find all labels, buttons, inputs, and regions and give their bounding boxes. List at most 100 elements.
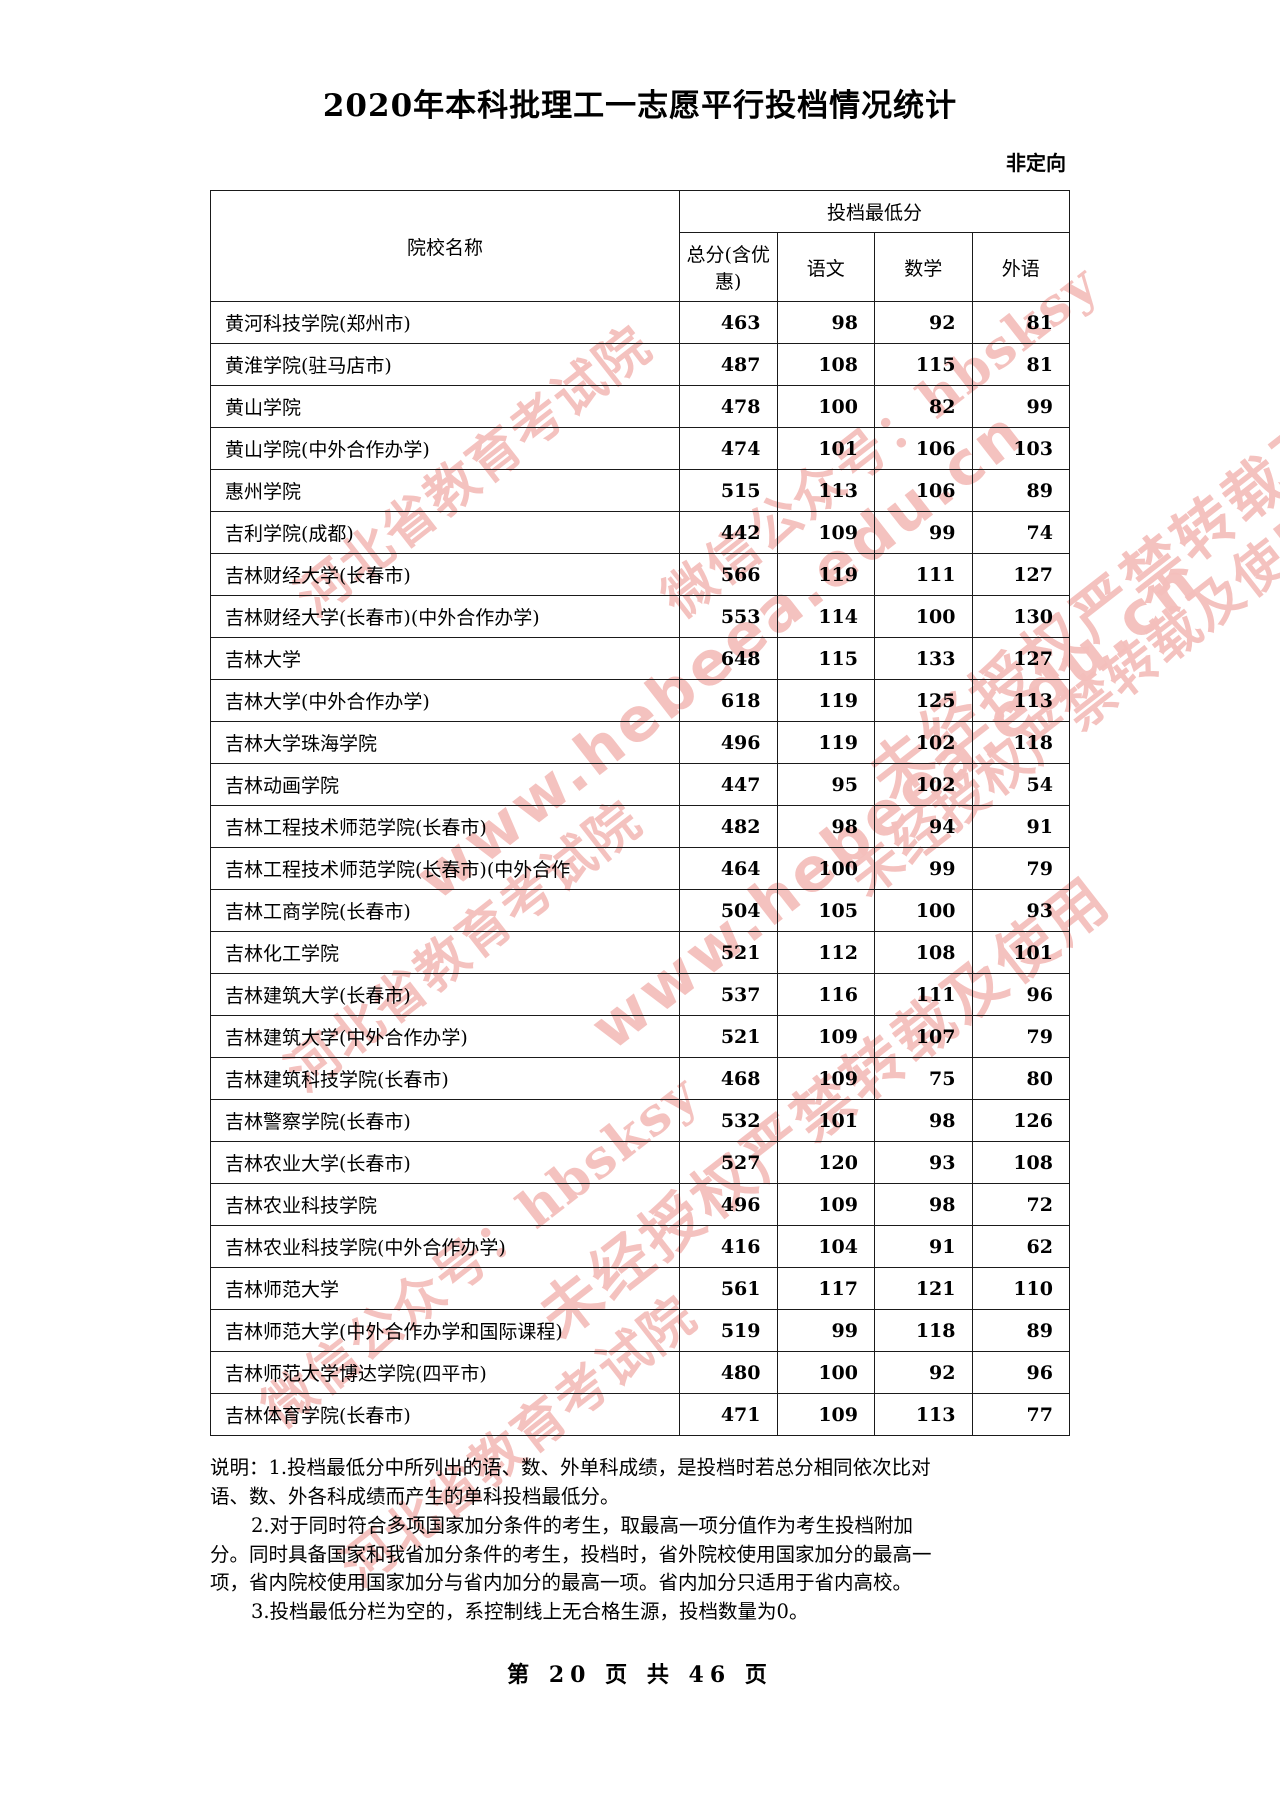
cell-chinese-score: 119 bbox=[776, 721, 875, 764]
table-row: 黄山学院(中外合作办学) 474 101 106 103 bbox=[210, 427, 1070, 470]
cell-school-name: 黄山学院(中外合作办学) bbox=[210, 427, 680, 470]
cell-math-score: 111 bbox=[874, 553, 973, 596]
table-row: 吉林建筑科技学院(长春市) 468 109 75 80 bbox=[210, 1057, 1070, 1100]
cell-total-score: 515 bbox=[679, 469, 778, 512]
cell-total-score: 521 bbox=[679, 1015, 778, 1058]
cell-chinese-score: 108 bbox=[776, 343, 875, 386]
table-row: 吉利学院(成都) 442 109 99 74 bbox=[210, 511, 1070, 554]
table-row: 吉林警察学院(长春市) 532 101 98 126 bbox=[210, 1099, 1070, 1142]
cell-total-score: 496 bbox=[679, 1183, 778, 1226]
cell-foreign-score: 91 bbox=[971, 805, 1070, 848]
table-row: 吉林农业科技学院(中外合作办学) 416 104 91 62 bbox=[210, 1225, 1070, 1268]
table-row: 吉林建筑大学(长春市) 537 116 111 96 bbox=[210, 973, 1070, 1016]
cell-chinese-score: 109 bbox=[776, 511, 875, 554]
header-math: 数学 bbox=[874, 232, 973, 302]
cell-math-score: 92 bbox=[874, 1351, 973, 1394]
note-line-3: 2.对于同时符合多项国家加分条件的考生，取最高一项分值作为考生投档附加 bbox=[250, 1513, 914, 1537]
table-row: 吉林师范大学(中外合作办学和国际课程) 519 99 118 89 bbox=[210, 1309, 1070, 1352]
cell-school-name: 惠州学院 bbox=[210, 469, 680, 512]
cell-chinese-score: 100 bbox=[776, 847, 875, 890]
cell-total-score: 527 bbox=[679, 1141, 778, 1184]
cell-foreign-score: 127 bbox=[971, 553, 1070, 596]
cell-school-name: 吉林农业科技学院 bbox=[210, 1183, 680, 1226]
cell-chinese-score: 113 bbox=[776, 469, 875, 512]
table-row: 吉林大学(中外合作办学) 618 119 125 113 bbox=[210, 679, 1070, 722]
table-header: 院校名称 投档最低分 总分(含优惠) 语文 数学 外语 bbox=[210, 190, 1070, 302]
cell-school-name: 吉林警察学院(长春市) bbox=[210, 1099, 680, 1142]
cell-math-score: 133 bbox=[874, 637, 973, 680]
cell-foreign-score: 99 bbox=[971, 385, 1070, 428]
cell-total-score: 478 bbox=[679, 385, 778, 428]
note-line-5: 项，省内院校使用国家加分与省内加分的最高一项。省内加分只适用于省内高校。 bbox=[210, 1571, 913, 1595]
cell-math-score: 102 bbox=[874, 763, 973, 806]
footer-page-unit: 页 bbox=[605, 1662, 634, 1689]
cell-total-score: 566 bbox=[679, 553, 778, 596]
cell-foreign-score: 81 bbox=[971, 301, 1070, 344]
cell-school-name: 吉林建筑大学(长春市) bbox=[210, 973, 680, 1016]
cell-math-score: 98 bbox=[874, 1099, 973, 1142]
table-row: 吉林工商学院(长春市) 504 105 100 93 bbox=[210, 889, 1070, 932]
cell-foreign-score: 74 bbox=[971, 511, 1070, 554]
footer-page-label: 第 bbox=[507, 1662, 536, 1689]
cell-chinese-score: 104 bbox=[776, 1225, 875, 1268]
cell-foreign-score: 93 bbox=[971, 889, 1070, 932]
cell-foreign-score: 101 bbox=[971, 931, 1070, 974]
cell-total-score: 618 bbox=[679, 679, 778, 722]
cell-school-name: 吉利学院(成都) bbox=[210, 511, 680, 554]
cell-school-name: 吉林化工学院 bbox=[210, 931, 680, 974]
cell-math-score: 100 bbox=[874, 595, 973, 638]
cell-total-score: 537 bbox=[679, 973, 778, 1016]
cell-total-score: 464 bbox=[679, 847, 778, 890]
cell-school-name: 吉林动画学院 bbox=[210, 763, 680, 806]
cell-total-score: 532 bbox=[679, 1099, 778, 1142]
cell-math-score: 98 bbox=[874, 1183, 973, 1226]
cell-chinese-score: 109 bbox=[776, 1183, 875, 1226]
cell-math-score: 94 bbox=[874, 805, 973, 848]
cell-chinese-score: 100 bbox=[776, 385, 875, 428]
table-row: 吉林建筑大学(中外合作办学) 521 109 107 79 bbox=[210, 1015, 1070, 1058]
table-row: 吉林工程技术师范学院(长春市)(中外合作 464 100 99 79 bbox=[210, 847, 1070, 890]
cell-total-score: 468 bbox=[679, 1057, 778, 1100]
cell-total-score: 463 bbox=[679, 301, 778, 344]
cell-chinese-score: 99 bbox=[776, 1309, 875, 1352]
footer-page-number: 20 bbox=[548, 1662, 592, 1689]
cell-foreign-score: 103 bbox=[971, 427, 1070, 470]
table-row: 黄河科技学院(郑州市) 463 98 92 81 bbox=[210, 301, 1070, 344]
cell-foreign-score: 77 bbox=[971, 1393, 1070, 1436]
cell-foreign-score: 54 bbox=[971, 763, 1070, 806]
cell-math-score: 106 bbox=[874, 427, 973, 470]
header-row-group: 院校名称 投档最低分 bbox=[210, 190, 1070, 302]
header-min-score-group: 投档最低分 bbox=[679, 190, 1070, 233]
table-row: 吉林体育学院(长春市) 471 109 113 77 bbox=[210, 1393, 1070, 1436]
cell-math-score: 125 bbox=[874, 679, 973, 722]
cell-total-score: 504 bbox=[679, 889, 778, 932]
footer-total-label: 共 bbox=[646, 1662, 675, 1689]
table-row: 黄淮学院(驻马店市) 487 108 115 81 bbox=[210, 343, 1070, 386]
cell-school-name: 吉林师范大学(中外合作办学和国际课程) bbox=[210, 1309, 680, 1352]
cell-math-score: 107 bbox=[874, 1015, 973, 1058]
cell-total-score: 487 bbox=[679, 343, 778, 386]
table-row: 吉林动画学院 447 95 102 54 bbox=[210, 763, 1070, 806]
cell-total-score: 648 bbox=[679, 637, 778, 680]
table-row: 吉林财经大学(长春市) 566 119 111 127 bbox=[210, 553, 1070, 596]
cell-math-score: 118 bbox=[874, 1309, 973, 1352]
cell-foreign-score: 127 bbox=[971, 637, 1070, 680]
cell-foreign-score: 108 bbox=[971, 1141, 1070, 1184]
cell-foreign-score: 79 bbox=[971, 847, 1070, 890]
cell-chinese-score: 119 bbox=[776, 679, 875, 722]
cell-foreign-score: 118 bbox=[971, 721, 1070, 764]
cell-math-score: 115 bbox=[874, 343, 973, 386]
page-footer: 第 20 页 共 46 页 bbox=[210, 1657, 1070, 1689]
cell-chinese-score: 112 bbox=[776, 931, 875, 974]
cell-chinese-score: 109 bbox=[776, 1015, 875, 1058]
cell-chinese-score: 116 bbox=[776, 973, 875, 1016]
cell-total-score: 521 bbox=[679, 931, 778, 974]
table-row: 吉林大学珠海学院 496 119 102 118 bbox=[210, 721, 1070, 764]
cell-chinese-score: 105 bbox=[776, 889, 875, 932]
cell-chinese-score: 101 bbox=[776, 427, 875, 470]
cell-chinese-score: 117 bbox=[776, 1267, 875, 1310]
cell-chinese-score: 114 bbox=[776, 595, 875, 638]
cell-school-name: 吉林建筑大学(中外合作办学) bbox=[210, 1015, 680, 1058]
cell-chinese-score: 98 bbox=[776, 805, 875, 848]
